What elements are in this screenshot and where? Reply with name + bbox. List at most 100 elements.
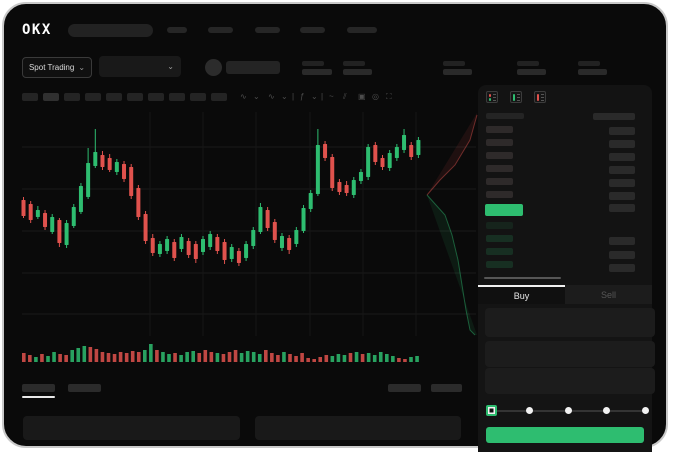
volume-bar: [409, 357, 413, 362]
timeframe-button-placeholder[interactable]: [211, 93, 227, 101]
chevron-down-icon: ⌄: [78, 62, 86, 72]
volume-bar: [348, 353, 353, 362]
okx-logo[interactable]: OKX: [22, 22, 52, 38]
timeframe-button-placeholder[interactable]: [106, 93, 122, 101]
candle-style-icon[interactable]: ∿: [240, 92, 247, 101]
ask-price-placeholder[interactable]: [486, 178, 513, 185]
order-input-placeholder[interactable]: [485, 341, 655, 367]
tab-sell[interactable]: Sell: [565, 285, 652, 304]
history-clock-icon[interactable]: ◎: [372, 92, 379, 101]
camera-icon[interactable]: ▣: [358, 92, 366, 101]
timeframe-button-placeholder[interactable]: [22, 93, 38, 101]
stat-value-placeholder: [443, 69, 472, 75]
candle-body: [323, 144, 328, 158]
trend-line-icon[interactable]: ~: [329, 92, 334, 101]
volume-bar: [70, 350, 74, 362]
volume-bar: [215, 353, 220, 362]
slider-stop[interactable]: [565, 407, 572, 414]
candle-body: [100, 155, 105, 167]
interval-style-icon[interactable]: ∿: [268, 92, 275, 101]
candle-body: [287, 238, 292, 250]
candle-body: [416, 140, 421, 155]
volume-bar: [300, 353, 304, 362]
volume-bar: [324, 355, 329, 362]
candle-body: [122, 164, 127, 179]
fullscreen-icon[interactable]: ⛶: [386, 92, 392, 101]
ask-price-placeholder[interactable]: [486, 191, 513, 198]
stat-label-placeholder: [343, 61, 365, 66]
active-tab-indicator: [22, 396, 55, 398]
timeframe-button-placeholder[interactable]: [43, 93, 59, 101]
volume-bar: [167, 354, 171, 362]
bid-price-placeholder[interactable]: [486, 222, 513, 229]
buy-submit-button[interactable]: [486, 427, 644, 443]
candle-body: [186, 241, 191, 255]
candle-body: [193, 244, 198, 259]
candle-body: [136, 188, 141, 217]
nav-item-placeholder[interactable]: [167, 27, 187, 33]
timeframe-button-placeholder[interactable]: [127, 93, 143, 101]
last-price-placeholder: [226, 61, 280, 74]
orderbook-combined-icon[interactable]: [486, 91, 498, 103]
timeframe-button-placeholder[interactable]: [64, 93, 80, 101]
timeframe-button-placeholder[interactable]: [190, 93, 206, 101]
ask-price-placeholder[interactable]: [486, 139, 513, 146]
candle-body: [251, 230, 256, 246]
nav-item-placeholder[interactable]: [300, 27, 325, 33]
candle-body: [172, 242, 177, 258]
volume-bar: [106, 353, 111, 362]
nav-item-placeholder[interactable]: [347, 27, 377, 33]
nav-item-placeholder[interactable]: [255, 27, 280, 33]
timeframe-button-placeholder[interactable]: [148, 93, 164, 101]
slider-stop[interactable]: [603, 407, 610, 414]
bottom-tab-placeholder[interactable]: [431, 384, 462, 392]
slider-stop[interactable]: [526, 407, 533, 414]
candle-body: [35, 210, 40, 217]
bid-price-placeholder[interactable]: [486, 261, 513, 268]
candle-body: [222, 242, 227, 260]
chevron-down-icon[interactable]: ⌄: [253, 92, 260, 101]
timeframe-button-placeholder[interactable]: [169, 93, 185, 101]
orderbook-bids-icon[interactable]: [510, 91, 522, 103]
orderbook-amount-header-placeholder: [593, 113, 635, 120]
search-bar[interactable]: [68, 24, 153, 37]
bottom-tab-placeholder[interactable]: [68, 384, 101, 392]
tab-buy[interactable]: Buy: [478, 285, 565, 304]
orderbook-asks-icon[interactable]: [534, 91, 546, 103]
candle-body: [107, 158, 112, 170]
volume-bar: [149, 344, 153, 362]
slider-stop[interactable]: [642, 407, 649, 414]
volume-bar: [245, 351, 250, 362]
candle-body: [179, 237, 184, 249]
volume-bar: [143, 350, 147, 362]
ask-price-placeholder[interactable]: [486, 152, 513, 159]
chevron-down-icon[interactable]: ⌄: [311, 92, 318, 101]
bid-price-placeholder[interactable]: [486, 248, 513, 255]
nav-item-placeholder[interactable]: [208, 27, 233, 33]
volume-bar: [155, 350, 159, 362]
depth-asks-area: [427, 113, 477, 195]
pair-selector[interactable]: ⌄: [99, 56, 181, 77]
volume-bar: [342, 355, 347, 362]
stat-value-placeholder: [343, 69, 372, 75]
order-input-placeholder[interactable]: [485, 308, 655, 337]
bottom-tab-placeholder[interactable]: [22, 384, 55, 392]
volume-bar: [203, 350, 208, 362]
chevron-down-icon[interactable]: ⌄: [281, 92, 288, 101]
order-input-placeholder[interactable]: [485, 368, 655, 394]
timeframe-button-placeholder[interactable]: [85, 93, 101, 101]
compare-icon[interactable]: ⫽: [343, 92, 347, 101]
market-type-selector[interactable]: Spot Trading ⌄: [22, 57, 92, 78]
bid-price-placeholder[interactable]: [486, 235, 513, 242]
volume-bar: [124, 353, 129, 362]
indicators-icon[interactable]: ƒ: [300, 92, 305, 101]
volume-bar: [264, 350, 268, 362]
candle-body: [402, 135, 407, 150]
bottom-tab-placeholder[interactable]: [388, 384, 421, 392]
orderbook-scrollbar[interactable]: [484, 277, 561, 279]
ask-price-placeholder[interactable]: [486, 165, 513, 172]
volume-bar: [403, 359, 407, 362]
ask-price-placeholder[interactable]: [486, 126, 513, 133]
slider-handle[interactable]: [486, 405, 497, 416]
